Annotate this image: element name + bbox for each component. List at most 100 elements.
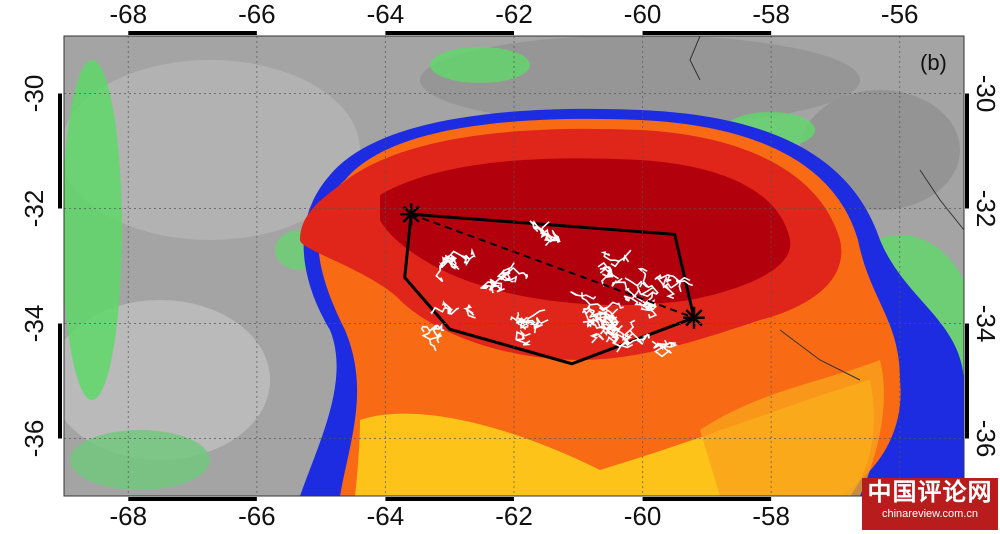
flash-channel: [654, 339, 672, 358]
flash-channel: [570, 290, 583, 297]
x-tick-label-bottom: -60: [624, 501, 662, 531]
flash-channel: [599, 308, 619, 319]
scale-bar-right: [965, 93, 969, 209]
scale-bar-top: [128, 31, 257, 35]
panel-label: (b): [920, 50, 947, 75]
flash-channel: [503, 260, 515, 272]
flash-channel: [510, 316, 526, 326]
flash-channel: [666, 289, 676, 299]
flash-channel: [670, 341, 676, 347]
flash-channel: [439, 250, 468, 267]
flash-channel: [670, 276, 691, 289]
y-tick-label-right: -32: [971, 190, 1000, 228]
x-tick-label-bottom: -64: [367, 501, 405, 531]
y-tick-label-right: -36: [971, 420, 1000, 458]
star-stroke: [685, 309, 703, 327]
x-tick-label-top: -68: [109, 0, 147, 29]
x-tick-label-bottom: -58: [752, 501, 790, 531]
flash-channel: [600, 251, 621, 268]
flash-channel: [640, 286, 659, 296]
flash-channel: [480, 278, 503, 292]
y-tick-label-left: -30: [19, 75, 49, 113]
flash-channel: [607, 301, 624, 309]
flash-channel: [581, 292, 609, 312]
watermark-logo: 中国评论网 chinareview.com.cn: [862, 478, 998, 530]
watermark-url: chinareview.com.cn: [882, 508, 978, 520]
flash-channel: [605, 335, 616, 344]
flash-channel: [609, 316, 620, 336]
flash-channel: [509, 275, 518, 283]
flash-channel: [586, 318, 603, 330]
scale-bar-bottom: [385, 497, 514, 501]
flash-channel: [648, 310, 658, 319]
scale-bar-top: [385, 31, 514, 35]
x-tick-label-bottom: -66: [238, 501, 276, 531]
flash-channel: [631, 332, 643, 345]
flash-channel: [497, 267, 511, 281]
flash-channel: [463, 303, 476, 319]
y-tick-label-left: -34: [19, 305, 49, 343]
flash-channel: [589, 332, 605, 344]
scale-bar-bottom: [642, 497, 772, 501]
flash-channel: [551, 232, 561, 243]
flash-channel: [597, 261, 613, 277]
x-tick-label-bottom: -62: [495, 501, 533, 531]
east-star-marker: [683, 306, 705, 329]
flash-channel: [618, 249, 632, 262]
scale-bar-left: [58, 93, 62, 209]
flash-channel: [435, 269, 444, 283]
flash-channel: [626, 333, 649, 346]
flash-channel: [429, 339, 437, 352]
flash-channel: [611, 277, 630, 291]
map-panel: [64, 36, 964, 496]
flash-channel: [532, 225, 559, 247]
flash-channel: [629, 319, 636, 331]
flash-channel: [460, 254, 474, 260]
flash-channel: [622, 329, 634, 344]
flash-channel: [535, 317, 549, 325]
grid-lines: [64, 36, 964, 496]
flash-channel: [420, 324, 442, 338]
flash-channel: [642, 304, 655, 313]
watermark-title: 中国评论网: [867, 478, 993, 506]
flash-channel: [445, 257, 453, 268]
y-tick-label-left: -32: [19, 190, 49, 228]
flash-channel: [589, 315, 602, 324]
flash-channel: [678, 279, 693, 287]
flash-channel: [450, 257, 460, 270]
flash-channel: [515, 330, 531, 340]
flash-channel: [470, 247, 476, 258]
flash-channel: [517, 316, 543, 334]
flash-channel: [623, 295, 644, 307]
flash-channel: [445, 306, 460, 316]
scale-bar-right: [965, 323, 969, 439]
flash-channel: [615, 332, 631, 345]
flash-channel: [618, 330, 629, 342]
x-tick-label-top: -64: [367, 0, 405, 29]
flash-channel: [445, 254, 458, 264]
flash-channel: [602, 322, 619, 329]
west-star-marker: [400, 203, 423, 226]
flash-channel: [515, 329, 532, 346]
x-tick-label-top: -60: [624, 0, 662, 29]
y-tick-label-right: -30: [971, 75, 1000, 113]
flash-channel: [643, 281, 654, 289]
flash-channel: [654, 274, 672, 289]
y-tick-label-left: -36: [19, 420, 49, 458]
x-tick-label-top: -58: [752, 0, 790, 29]
scale-bar-left: [58, 323, 62, 439]
flash-channel: [599, 312, 615, 324]
x-tick-label-bottom: -68: [109, 501, 147, 531]
flash-channel: [582, 308, 597, 326]
axis-scale-bars: [58, 31, 969, 501]
flash-channel: [601, 320, 614, 333]
flash-channel: [430, 299, 452, 315]
x-tick-label-top: -62: [495, 0, 533, 29]
x-tick-label-top: -56: [881, 0, 919, 29]
dashed-line: [410, 213, 695, 319]
scale-bar-top: [642, 31, 772, 35]
y-tick-label-right: -34: [971, 305, 1000, 343]
scale-bar-bottom: [128, 497, 257, 501]
flash-channel: [601, 273, 612, 287]
